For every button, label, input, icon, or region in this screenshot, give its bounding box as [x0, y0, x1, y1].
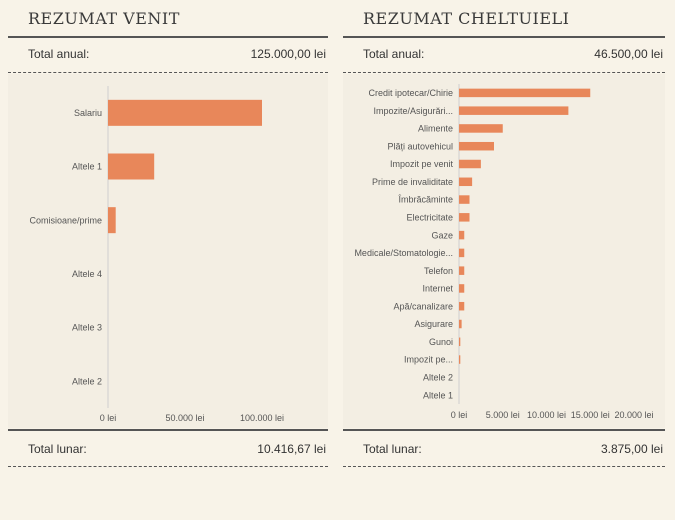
total-annual-label: Total anual:	[363, 47, 425, 61]
section-divider	[8, 72, 328, 73]
total-annual-label: Total anual:	[28, 47, 90, 61]
category-label: Altele 1	[423, 390, 453, 400]
total-monthly-label: Total lunar:	[28, 442, 87, 456]
category-label: Altele 4	[72, 269, 102, 279]
category-label: Impozite/Asigurări...	[373, 106, 453, 116]
bar	[459, 266, 465, 275]
bar	[459, 88, 591, 98]
x-tick-label: 10.000 lei	[527, 410, 566, 420]
bar	[459, 301, 465, 311]
expense-bar-chart: Credit ipotecar/Chirie Impozite/Asigurări…	[354, 84, 654, 420]
category-label: Altele 3	[72, 323, 102, 333]
x-tick-label: 50.000 lei	[165, 413, 204, 423]
bar	[459, 124, 503, 133]
bar	[459, 177, 473, 187]
category-label: Asigurare	[414, 319, 453, 329]
section-divider	[343, 72, 665, 73]
bar	[108, 153, 155, 180]
category-label: Gaze	[431, 230, 453, 240]
total-annual-value: 46.500,00 lei	[594, 47, 663, 61]
x-tick-label: 0 lei	[451, 410, 468, 420]
bar	[459, 106, 569, 115]
category-label: Gunoi	[429, 337, 453, 347]
income-title: REZUMAT VENIT	[28, 9, 180, 28]
chart-divider	[343, 429, 665, 431]
x-tick-label: 5.000 lei	[486, 410, 520, 420]
x-tick-label: 15.000 lei	[571, 410, 610, 420]
bar	[459, 159, 481, 169]
category-label: Credit ipotecar/Chirie	[368, 88, 453, 98]
bar	[459, 141, 494, 151]
category-label: Medicale/Stomatologie...	[354, 248, 453, 258]
bar	[459, 284, 465, 293]
total-monthly-value: 10.416,67 lei	[257, 442, 326, 456]
income-chart-area: Salariu Altele 1 Comisioane/prime Altele 4 A…	[8, 74, 328, 428]
category-label: Impozit pe...	[404, 355, 453, 365]
category-label: Alimente	[418, 124, 453, 134]
category-label: Altele 2	[72, 376, 102, 386]
category-label: Altele 2	[423, 372, 453, 382]
total-monthly-label: Total lunar:	[363, 442, 422, 456]
x-tick-label: 20.000 lei	[614, 410, 653, 420]
chart-divider	[8, 429, 328, 431]
category-label: Altele 1	[72, 162, 102, 172]
x-tick-label: 0 lei	[100, 413, 117, 423]
expense-title: REZUMAT CHELTUIELI	[363, 9, 570, 28]
x-tick-label: 100.000 lei	[240, 413, 284, 423]
category-label: Apă/canalizare	[393, 301, 453, 311]
bar	[459, 213, 470, 222]
bar	[108, 207, 116, 234]
total-annual-value: 125.000,00 lei	[250, 47, 326, 61]
income-summary-panel: REZUMAT VENIT Total anual: 125.000,00 le…	[8, 0, 328, 470]
bar	[459, 230, 465, 240]
bar	[459, 319, 462, 329]
category-label: Prime de invaliditate	[372, 177, 453, 187]
title-divider	[343, 36, 665, 38]
bar	[459, 337, 461, 347]
income-bar-chart: Salariu Altele 1 Comisioane/prime Altele 4 A…	[29, 86, 284, 423]
category-label: Îmbrăcăminte	[397, 195, 453, 205]
category-label: Comisioane/prime	[29, 215, 102, 225]
expense-chart-area: Credit ipotecar/Chirie Impozite/Asigurări…	[343, 74, 665, 428]
title-divider	[8, 36, 328, 38]
bar	[459, 248, 465, 258]
total-monthly-value: 3.875,00 lei	[600, 442, 663, 456]
expense-summary-panel: REZUMAT CHELTUIELI Total anual: 46.500,0…	[343, 0, 665, 470]
bar	[459, 195, 470, 204]
bar	[459, 355, 461, 364]
category-label: Internet	[422, 284, 453, 294]
category-label: Plăți autovehicul	[387, 141, 453, 151]
category-label: Electricitate	[406, 212, 453, 222]
category-label: Impozit pe venit	[390, 159, 454, 169]
bar	[108, 99, 262, 126]
footer-divider	[8, 466, 328, 467]
category-label: Salariu	[74, 108, 102, 118]
category-label: Telefon	[424, 266, 453, 276]
footer-divider	[343, 466, 665, 467]
